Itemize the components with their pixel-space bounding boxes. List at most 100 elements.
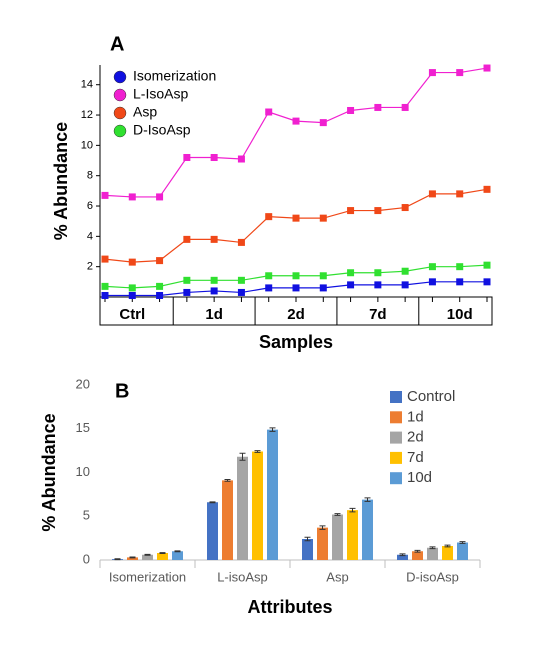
marker xyxy=(428,190,436,198)
error-bar xyxy=(254,450,261,453)
bar xyxy=(317,527,328,560)
marker xyxy=(456,190,464,198)
bar xyxy=(127,557,138,560)
error-bar xyxy=(319,525,326,530)
x-tick-label: Asp xyxy=(326,569,348,584)
legend-marker xyxy=(113,124,127,138)
legend-swatch xyxy=(390,431,402,444)
bar xyxy=(362,499,373,560)
error-bar xyxy=(129,556,136,559)
marker xyxy=(292,117,300,125)
marker xyxy=(319,214,327,222)
marker xyxy=(237,288,245,296)
marker xyxy=(265,284,273,292)
legend-label: 1d xyxy=(407,408,424,425)
error-bar xyxy=(209,501,216,504)
y-tick-label: 2 xyxy=(87,261,93,273)
marker xyxy=(401,103,409,111)
marker xyxy=(128,291,136,299)
y-tick-label: 20 xyxy=(76,376,90,391)
x-axis-label: Attributes xyxy=(248,597,333,617)
bar xyxy=(332,514,343,560)
error-bar xyxy=(429,546,436,550)
bar xyxy=(222,480,233,560)
legend-swatch xyxy=(390,472,402,485)
error-bar xyxy=(444,544,451,548)
legend-label: D-IsoAsp xyxy=(133,122,191,138)
marker xyxy=(319,119,327,127)
y-axis-label: % Abundance xyxy=(39,413,59,531)
legend-label: 2d xyxy=(407,429,424,446)
marker xyxy=(347,269,355,277)
marker xyxy=(319,284,327,292)
error-bar xyxy=(399,553,406,557)
marker xyxy=(101,191,109,199)
marker xyxy=(265,108,273,116)
y-tick-label: 8 xyxy=(87,170,93,182)
marker xyxy=(210,276,218,284)
marker xyxy=(210,287,218,295)
y-tick-label: 12 xyxy=(81,109,93,121)
error-bar xyxy=(304,536,311,542)
legend-label: Isomerization xyxy=(133,68,216,84)
marker xyxy=(428,278,436,286)
bar xyxy=(157,553,168,560)
legend-marker xyxy=(113,88,127,102)
bar xyxy=(207,502,218,560)
legend-label: Control xyxy=(407,388,455,405)
bar xyxy=(457,542,468,560)
y-axis-label: % Abundance xyxy=(51,122,71,240)
error-bar xyxy=(159,552,166,554)
marker xyxy=(374,269,382,277)
marker xyxy=(128,258,136,266)
error-bar xyxy=(364,497,371,502)
panel-title: B xyxy=(115,380,129,402)
marker xyxy=(292,284,300,292)
legend-swatch xyxy=(390,411,402,424)
x-tick-label: Ctrl xyxy=(119,306,145,323)
marker xyxy=(347,281,355,289)
marker xyxy=(156,291,164,299)
marker xyxy=(319,272,327,280)
x-tick-label: 2d xyxy=(287,306,305,323)
bar xyxy=(397,554,408,560)
marker xyxy=(292,214,300,222)
marker xyxy=(456,69,464,77)
marker xyxy=(483,185,491,193)
legend-label: L-IsoAsp xyxy=(133,86,188,102)
error-bar xyxy=(239,452,246,461)
y-tick-label: 5 xyxy=(83,508,90,523)
bar xyxy=(172,551,183,560)
error-bar xyxy=(144,553,151,556)
y-tick-label: 10 xyxy=(76,464,90,479)
y-tick-label: 6 xyxy=(87,200,93,212)
marker xyxy=(374,281,382,289)
marker xyxy=(292,272,300,280)
legend-label: 7d xyxy=(407,449,424,466)
marker xyxy=(347,106,355,114)
marker xyxy=(183,288,191,296)
x-tick-label: 7d xyxy=(369,306,387,323)
marker xyxy=(183,235,191,243)
legend-swatch xyxy=(390,391,402,403)
marker xyxy=(156,282,164,290)
error-bar xyxy=(414,549,421,553)
marker xyxy=(374,103,382,111)
marker xyxy=(456,263,464,271)
error-bar xyxy=(349,507,356,513)
marker xyxy=(265,213,273,221)
y-tick-label: 4 xyxy=(87,230,93,242)
marker xyxy=(428,69,436,77)
bar xyxy=(412,551,423,560)
y-tick-label: 0 xyxy=(83,551,90,566)
marker xyxy=(128,284,136,292)
bar xyxy=(252,451,263,560)
x-tick-label: D-isoAsp xyxy=(406,569,459,584)
marker xyxy=(183,153,191,161)
x-tick-label: 10d xyxy=(447,306,473,323)
marker xyxy=(101,291,109,299)
bar xyxy=(427,547,438,560)
x-tick-label: 1d xyxy=(205,306,223,323)
bar xyxy=(142,554,153,560)
